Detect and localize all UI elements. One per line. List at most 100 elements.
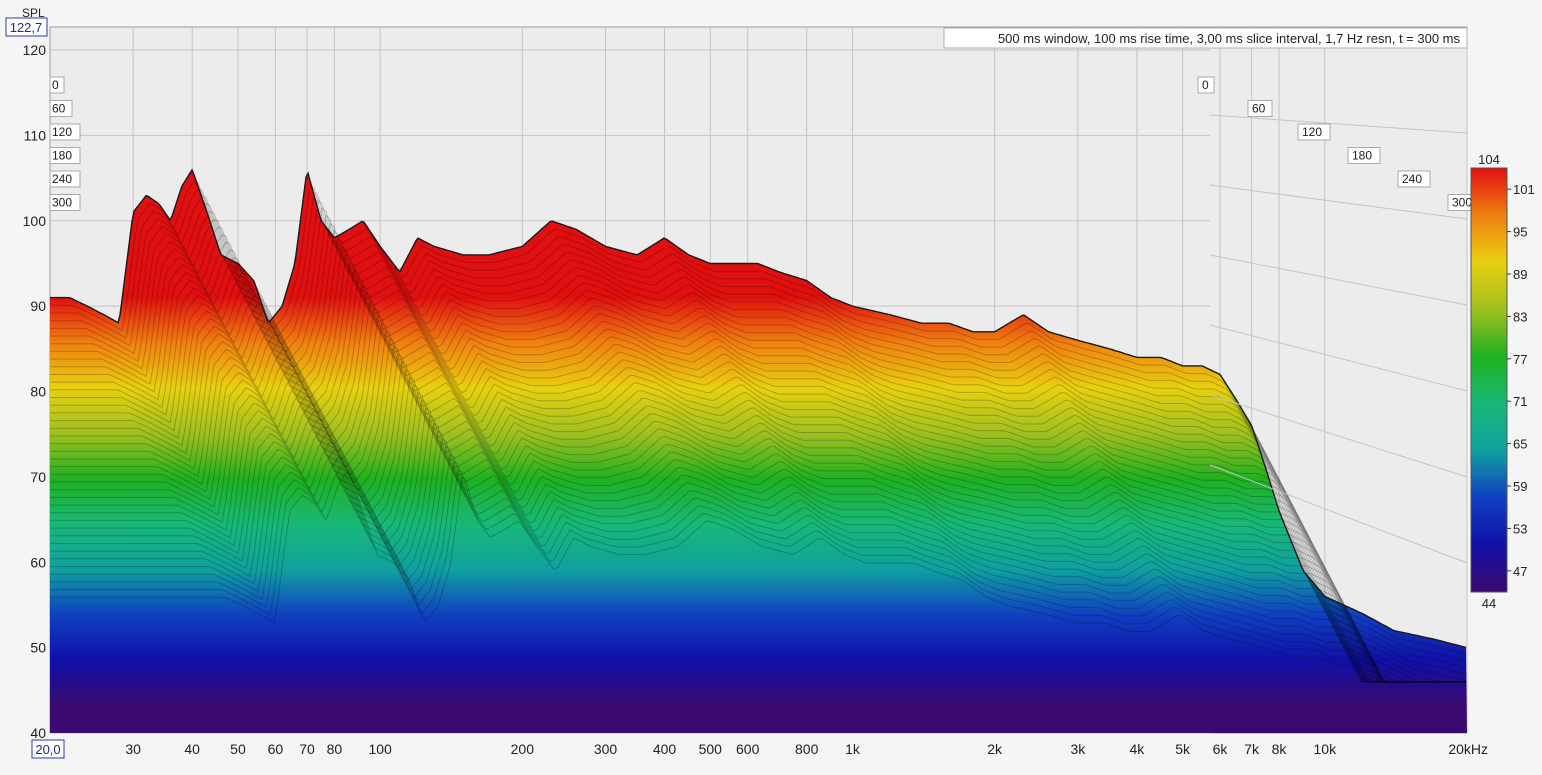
colorbar-tick-label: 89	[1513, 267, 1527, 282]
slice-ridge	[50, 449, 1466, 683]
slice-ridge	[50, 318, 1466, 683]
x-tick-label: 1k	[845, 741, 861, 757]
slice-ridge	[50, 456, 1466, 683]
time-gridline	[1209, 324, 1468, 392]
slice-ridge	[50, 218, 1466, 683]
colorbar-tick-label: 95	[1513, 225, 1527, 240]
slice-ridge	[50, 303, 1466, 683]
time-gridline	[1209, 184, 1468, 220]
slice-ridge	[50, 287, 1466, 683]
x-tick-label: 7k	[1244, 741, 1260, 757]
colorbar-tick-label: 47	[1513, 564, 1527, 579]
time-tick-left: 0	[49, 76, 65, 94]
time-gridline	[1209, 394, 1468, 478]
slice-ridge	[50, 210, 1467, 682]
colorbar-tick-label: 59	[1513, 479, 1527, 494]
front-slice-line	[50, 168, 1467, 649]
colorbar-tick-label: 83	[1513, 309, 1527, 324]
y-axis-label: SPL	[22, 6, 45, 20]
time-tick-right: 180	[1347, 147, 1381, 164]
x-tick-label: 80	[327, 741, 343, 757]
x-tick-label: 60	[268, 741, 284, 757]
slice-ridge	[50, 341, 1466, 683]
y-tick-label: 120	[23, 42, 47, 58]
time-tick-right: 120	[1297, 123, 1331, 141]
time-tick-right: 60	[1247, 100, 1273, 117]
ymax-readout-text: 122,7	[10, 20, 43, 35]
time-tick-right-label: 180	[1352, 149, 1372, 163]
time-gridline	[1209, 254, 1468, 306]
x-tick-label: 2k	[987, 741, 1003, 757]
time-gridline	[1209, 114, 1468, 134]
slice-ridge	[50, 272, 1466, 683]
time-tick-left: 180	[49, 147, 81, 164]
x-tick-label: 800	[795, 741, 819, 757]
slice-ridge	[50, 472, 1466, 683]
colorbar-tick-label: 77	[1513, 352, 1527, 367]
slice-ridge	[50, 203, 1467, 675]
x-tick-label: 20kHz	[1448, 741, 1488, 757]
x-tick-label: 400	[653, 741, 677, 757]
y-tick-label: 60	[30, 554, 46, 570]
chart-title: 500 ms window, 100 ms rise time, 3,00 ms…	[998, 31, 1461, 46]
x-tick-label: 40	[184, 741, 200, 757]
colorbar-tick-label: 53	[1513, 521, 1527, 536]
x-tick-label: 200	[511, 741, 535, 757]
x-tick-label: 300	[594, 741, 618, 757]
slice-ridge	[50, 226, 1466, 683]
slice-ridge	[50, 402, 1466, 683]
slice-ridge	[50, 441, 1466, 683]
slice-ridge	[50, 310, 1466, 683]
slice-ridge	[50, 180, 1467, 655]
slice-ridge	[50, 464, 1466, 683]
xmin-readout[interactable]: 20,0	[31, 739, 65, 759]
slice-ridge	[50, 326, 1466, 683]
x-tick-label: 10k	[1314, 741, 1338, 757]
colorbar-tick-label: 101	[1513, 182, 1535, 197]
time-tick-right-label: 300	[1452, 196, 1472, 210]
time-tick-right: 0	[1197, 76, 1215, 94]
slice-ridge	[50, 356, 1466, 683]
slice-ridge	[50, 426, 1466, 683]
slice-ridge	[50, 241, 1466, 683]
slice-ridge	[50, 264, 1466, 683]
x-tick-label: 30	[125, 741, 141, 757]
x-tick-label: 100	[368, 741, 392, 757]
slice-ridge	[50, 187, 1467, 662]
time-tick-left-label: 240	[52, 172, 72, 186]
y-tick-label: 80	[30, 384, 46, 400]
time-tick-left-label: 180	[52, 149, 72, 163]
colorbar-tick-label: 71	[1513, 394, 1527, 409]
x-tick-label: 8k	[1272, 741, 1288, 757]
x-tick-label: 70	[299, 741, 315, 757]
x-tick-label: 5k	[1175, 741, 1191, 757]
slice-ridge	[50, 433, 1466, 683]
ymax-readout[interactable]: 122,7	[5, 17, 48, 37]
y-tick-label: 100	[23, 213, 47, 229]
y-tick-label: 50	[30, 640, 46, 656]
slice-ridge	[50, 333, 1466, 683]
slice-ridge	[50, 295, 1466, 683]
slice-ridge	[50, 372, 1466, 683]
waterfall-surface	[50, 168, 1467, 733]
time-tick-left: 240	[49, 170, 81, 188]
time-tick-right-label: 120	[1302, 125, 1322, 139]
x-tick-label: 4k	[1129, 741, 1145, 757]
slice-ridge	[50, 249, 1466, 683]
time-tick-right-label: 60	[1252, 102, 1266, 116]
time-tick-left: 300	[49, 194, 81, 211]
colorbar: 104 44 47 53 59 65 71 77 83 89 95 101	[1470, 152, 1535, 611]
surface-body	[50, 169, 1467, 733]
title-box: 500 ms window, 100 ms rise time, 3,00 ms…	[943, 27, 1468, 49]
time-tick-right-label: 0	[1202, 78, 1209, 92]
slice-ridge	[50, 387, 1466, 683]
y-tick-label: 70	[30, 469, 46, 485]
slice-ridge	[50, 256, 1466, 683]
time-tick-right: 240	[1397, 170, 1431, 188]
time-tick-right-label: 240	[1402, 172, 1422, 186]
x-tick-label: 500	[699, 741, 723, 757]
x-tick-label: 600	[736, 741, 760, 757]
time-tick-left: 120	[49, 123, 81, 141]
y-tick-label: 110	[24, 127, 47, 143]
